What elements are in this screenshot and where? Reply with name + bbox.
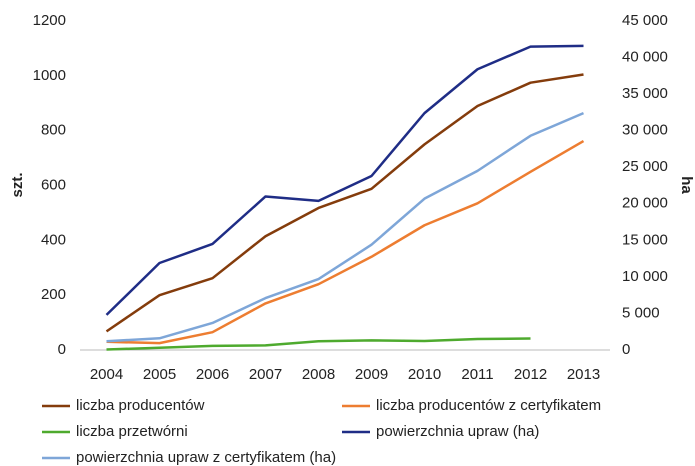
x-tick-label: 2011 — [461, 366, 493, 383]
series-line — [105, 44, 584, 316]
x-tick-label: 2010 — [408, 366, 441, 383]
y-tick-label: 400 — [41, 231, 66, 248]
y-tick-label: 600 — [41, 176, 66, 193]
y-tick-label: 1000 — [33, 67, 66, 84]
y2-tick-label: 15 000 — [622, 231, 668, 248]
y-tick-label: 200 — [41, 286, 66, 303]
x-tick-label: 2009 — [355, 366, 388, 383]
series-line — [105, 73, 584, 333]
series-line — [106, 111, 584, 343]
y2-tick-label: 40 000 — [622, 49, 668, 66]
y2-tick-label: 20 000 — [622, 195, 668, 212]
y2-tick-label: 45 000 — [622, 12, 668, 29]
y2-tick-label: 35 000 — [622, 85, 668, 102]
y2-tick-label: 30 000 — [622, 122, 668, 139]
legend-label: powierzchnia upraw z certyfikatem (ha) — [76, 449, 336, 466]
legend-label: liczba producentów z certyfikatem — [376, 397, 601, 414]
x-tick-label: 2004 — [90, 366, 123, 383]
y-tick-label: 0 — [58, 341, 66, 358]
y2-tick-label: 25 000 — [622, 158, 668, 175]
y-tick-label: 1200 — [33, 12, 66, 29]
y-tick-label: 800 — [41, 122, 66, 139]
x-tick-label: 2007 — [249, 366, 282, 383]
legend-label: liczba producentów — [76, 397, 205, 414]
x-tick-label: 2008 — [302, 366, 335, 383]
y2-tick-label: 10 000 — [622, 268, 668, 285]
legend-label: liczba przetwórni — [76, 423, 188, 440]
y2-tick-label: 5 000 — [622, 304, 660, 321]
legend-label: powierzchnia upraw (ha) — [376, 423, 539, 440]
series-line — [106, 140, 585, 345]
x-tick-label: 2012 — [514, 366, 547, 383]
x-tick-label: 2013 — [567, 366, 600, 383]
x-tick-label: 2006 — [196, 366, 229, 383]
x-tick-label: 2005 — [143, 366, 176, 383]
y2-tick-label: 0 — [622, 341, 630, 358]
y-axis-label: szt. — [9, 172, 26, 197]
series-line — [106, 337, 531, 351]
y2-axis-label: ha — [678, 176, 695, 194]
